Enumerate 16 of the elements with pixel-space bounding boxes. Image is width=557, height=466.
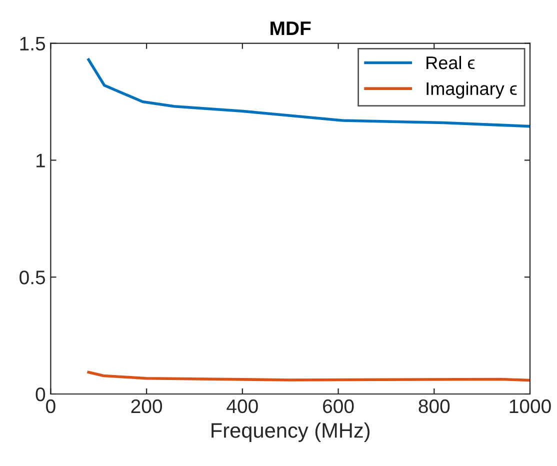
y-tick-label: 1.5 <box>20 36 46 51</box>
x-axis-title: Frequency (MHz) <box>212 422 370 442</box>
x-tick-label: 200 <box>131 399 162 414</box>
y-tick-label: 0 <box>36 387 46 402</box>
x-tick-label: 1000 <box>510 399 551 414</box>
x-tick-label: 0 <box>46 399 56 414</box>
x-tick-label: 400 <box>226 399 258 414</box>
line-series <box>87 370 530 382</box>
legend-label: Imaginary ϵ <box>426 82 517 99</box>
chart-title: MDF <box>270 22 311 35</box>
y-tick-label: 0.5 <box>20 270 46 284</box>
y-tick-label: 1 <box>36 154 45 168</box>
x-tick-label: 600 <box>323 399 354 414</box>
line-series <box>87 58 530 128</box>
x-tick-label: 800 <box>418 399 450 414</box>
legend-label: Real ϵ <box>426 56 475 70</box>
